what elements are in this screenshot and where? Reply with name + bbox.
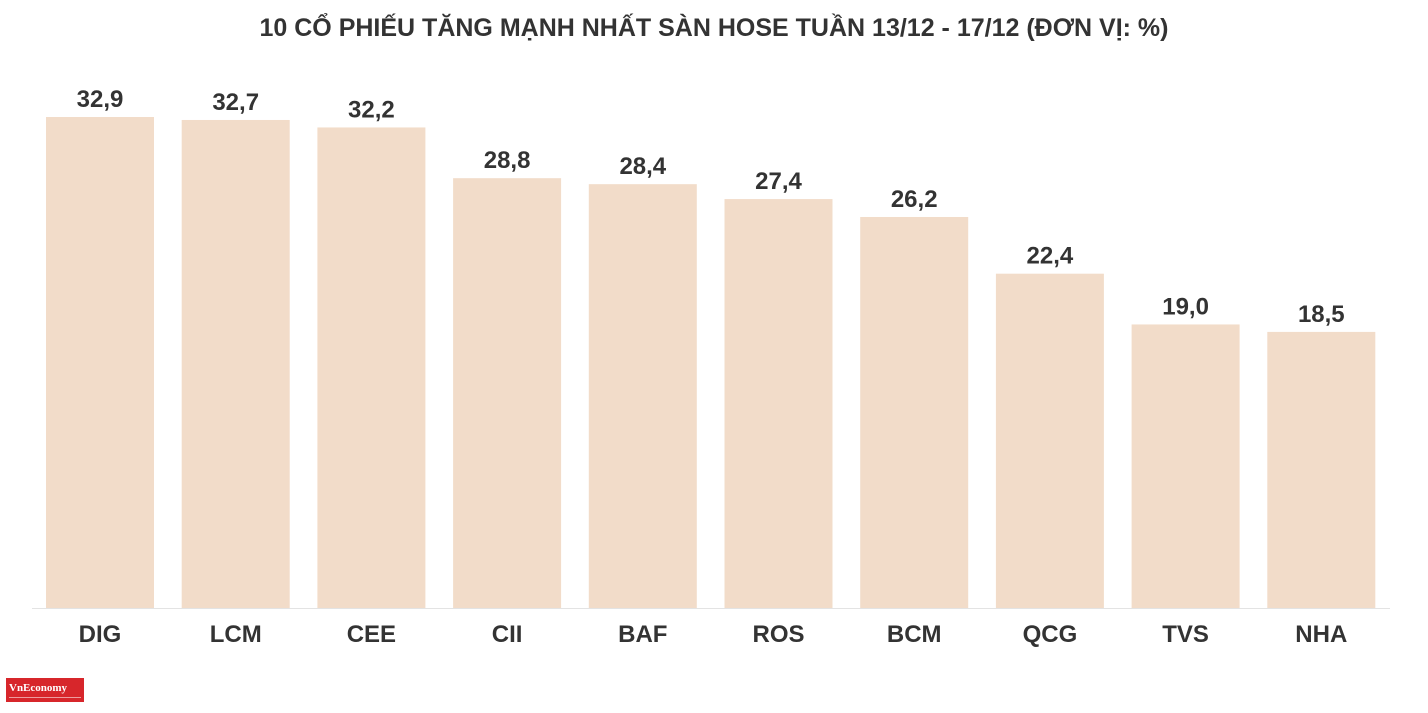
- category-label-lcm: LCM: [210, 621, 262, 648]
- vneconomy-logo: VnEconomy: [6, 678, 84, 702]
- category-label-ros: ROS: [752, 621, 804, 648]
- value-label-qcg: 22,4: [1027, 243, 1074, 270]
- value-label-bcm: 26,2: [891, 186, 938, 213]
- bar-dig: [46, 117, 154, 608]
- value-label-tvs: 19,0: [1162, 293, 1209, 320]
- value-label-nha: 18,5: [1298, 301, 1345, 328]
- category-label-cii: CII: [492, 621, 523, 648]
- category-label-dig: DIG: [79, 621, 122, 648]
- category-label-baf: BAF: [618, 621, 667, 648]
- bar-tvs: [1131, 324, 1240, 608]
- value-label-baf: 28,4: [619, 153, 666, 180]
- bar-bcm: [860, 216, 969, 608]
- logo-tagline-decoration: [9, 697, 81, 701]
- category-label-qcg: QCG: [1023, 621, 1078, 648]
- bar-baf: [588, 184, 697, 608]
- bar-nha: [1267, 331, 1376, 608]
- category-label-bcm: BCM: [887, 621, 942, 648]
- logo-text: VnEconomy: [9, 682, 68, 694]
- category-label-cee: CEE: [347, 621, 396, 648]
- value-label-cee: 32,2: [348, 96, 395, 123]
- value-label-dig: 32,9: [77, 86, 124, 113]
- bar-cee: [317, 127, 426, 608]
- bar-cii: [453, 178, 562, 608]
- chart-title: 10 CỔ PHIẾU TĂNG MẠNH NHẤT SÀN HOSE TUẦN…: [259, 14, 1169, 42]
- bar-ros: [724, 199, 833, 608]
- bar-lcm: [181, 119, 290, 608]
- value-label-ros: 27,4: [755, 168, 802, 195]
- bar-qcg: [995, 273, 1104, 608]
- value-label-cii: 28,8: [484, 147, 531, 174]
- category-label-nha: NHA: [1295, 621, 1347, 648]
- value-label-lcm: 32,7: [212, 89, 259, 116]
- category-label-tvs: TVS: [1162, 621, 1209, 648]
